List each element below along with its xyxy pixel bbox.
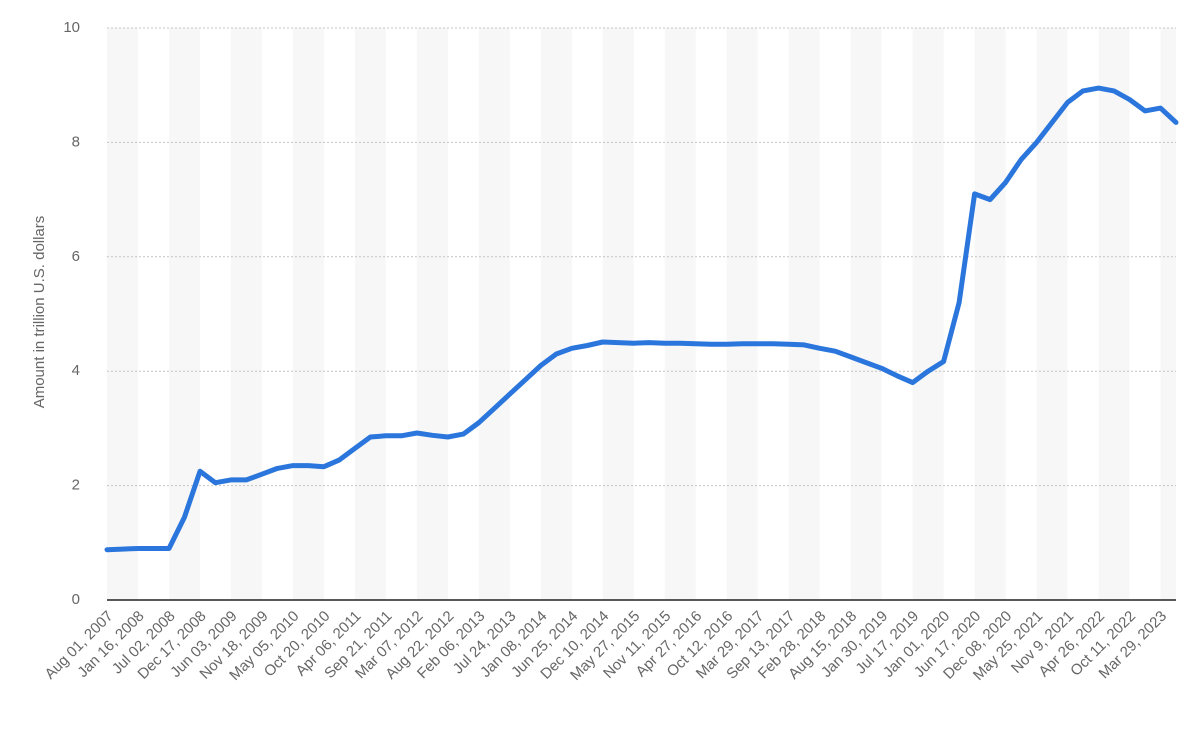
y-tick-label: 6 <box>72 248 80 265</box>
band <box>602 28 634 600</box>
band <box>664 28 696 600</box>
y-tick-label: 2 <box>72 477 80 494</box>
band <box>107 28 138 600</box>
band <box>788 28 820 600</box>
y-tick-label: 0 <box>72 591 80 608</box>
band <box>850 28 882 600</box>
band <box>354 28 386 600</box>
band <box>912 28 944 600</box>
band <box>230 28 262 600</box>
band <box>168 28 200 600</box>
y-tick-label: 10 <box>63 19 80 36</box>
band <box>292 28 324 600</box>
band <box>478 28 510 600</box>
data-line <box>104 85 1179 553</box>
band <box>416 28 448 600</box>
band <box>726 28 758 600</box>
y-tick-label: 8 <box>72 133 80 150</box>
band <box>540 28 572 600</box>
band <box>974 28 1006 600</box>
y-axis-label: Amount in trillion U.S. dollars <box>31 216 48 409</box>
y-tick-label: 4 <box>72 362 80 379</box>
background-bands <box>107 28 1176 600</box>
band <box>1160 28 1176 600</box>
band <box>1098 28 1130 600</box>
band <box>1036 28 1068 600</box>
